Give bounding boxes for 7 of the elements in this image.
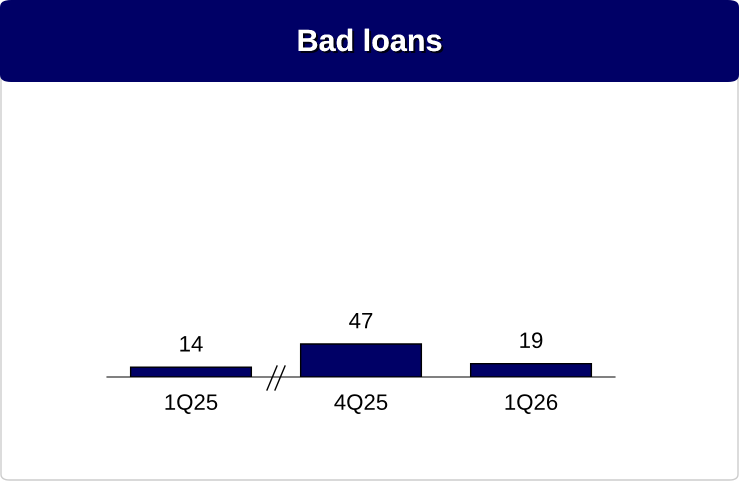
data-label: 47 xyxy=(349,312,372,328)
chart-title: Bad loans xyxy=(298,28,444,54)
x-tick-label: 1Q26 xyxy=(506,394,558,414)
data-label: 19 xyxy=(520,332,542,348)
data-label: 14 xyxy=(180,336,203,352)
x-tick-label: 1Q25 xyxy=(166,394,218,414)
x-tick-label: 4Q25 xyxy=(334,394,388,414)
